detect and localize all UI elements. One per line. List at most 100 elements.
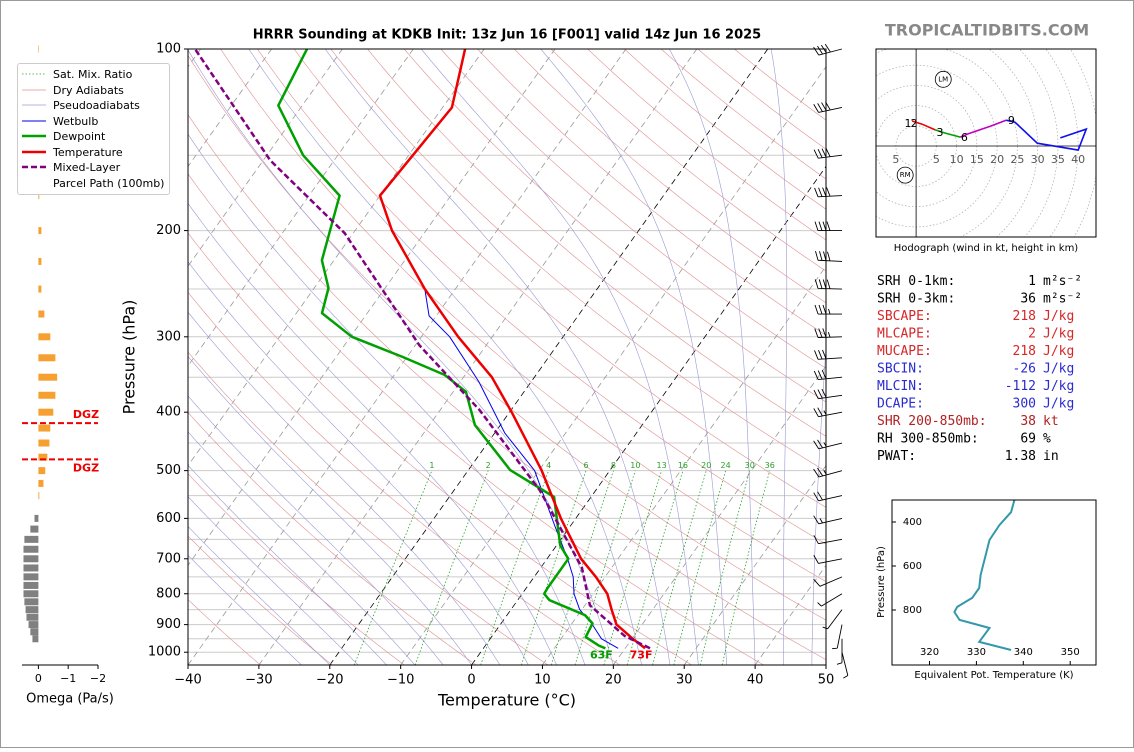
legend-label: Sat. Mix. Ratio <box>53 67 132 83</box>
omega-bar <box>38 409 53 416</box>
index-label: SRH 0-1km: <box>877 274 955 289</box>
mixing-ratio-label: 10 <box>630 461 640 470</box>
legend-label: Mixed-Layer Parcel Path (100mb) <box>53 160 164 191</box>
omega-bar <box>38 227 41 234</box>
index-value: 218 <box>1013 309 1036 324</box>
index-unit: J/kg <box>1043 344 1074 359</box>
ring-label: 20 <box>990 153 1004 166</box>
index-value: 218 <box>1013 344 1036 359</box>
omega-bar <box>32 635 38 642</box>
omega-bar <box>30 526 38 533</box>
height-label: 9 <box>1008 114 1015 127</box>
ring-label: 5 <box>933 153 940 166</box>
x-tick-label: 0 <box>467 673 475 688</box>
legend-entry: Mixed-Layer Parcel Path (100mb) <box>18 160 169 191</box>
omega-bar <box>38 354 55 361</box>
index-label: DCAPE: <box>877 397 924 412</box>
legend-label: Pseudoadiabats <box>53 98 140 114</box>
omega-bar <box>24 536 38 543</box>
index-label: MLCAPE: <box>877 327 932 342</box>
omega-bar <box>24 598 38 605</box>
omega-bar <box>38 467 45 474</box>
index-label: SHR 200-850mb: <box>877 414 987 429</box>
index-label: SBCIN: <box>877 362 924 377</box>
index-value: 1.38 <box>1005 449 1036 464</box>
omega-bar <box>38 333 50 340</box>
omega-bar <box>38 374 57 381</box>
surface-label: 73F <box>630 648 653 661</box>
y-tick-label: 600 <box>156 511 181 526</box>
index-value: 1 <box>1028 274 1036 289</box>
x-axis-label: Equivalent Pot. Temperature (K) <box>914 670 1073 681</box>
legend-label: Dry Adiabats <box>53 83 124 99</box>
x-tick-label: 30 <box>676 673 693 688</box>
x-tick-label: 40 <box>747 673 764 688</box>
x-tick-label: 0 <box>35 672 42 685</box>
omega-bar <box>38 311 44 318</box>
y-tick-label: 200 <box>156 223 181 238</box>
ring-label: 30 <box>1031 153 1045 166</box>
dgz-label: DGZ <box>73 461 99 474</box>
index-label: SRH 0-3km: <box>877 292 955 307</box>
mixing-ratio-label: 13 <box>657 461 667 470</box>
index-value: 38 <box>1020 414 1036 429</box>
y-tick-label: 600 <box>903 561 922 572</box>
y-tick-label: 1000 <box>148 645 181 660</box>
index-value: 69 <box>1020 432 1036 447</box>
legend-swatch <box>21 85 47 95</box>
y-tick-label: 100 <box>156 42 181 57</box>
y-tick-label: 500 <box>156 463 181 478</box>
legend-entry: Sat. Mix. Ratio <box>18 67 169 83</box>
index-unit: in <box>1043 449 1059 464</box>
omega-bar <box>23 564 38 571</box>
omega-bar <box>23 582 38 589</box>
index-unit: J/kg <box>1043 309 1074 324</box>
legend-swatch <box>21 131 47 141</box>
omega-bar <box>35 515 39 522</box>
x-axis-label: Temperature (°C) <box>437 691 576 710</box>
mixing-ratio-label: 20 <box>701 461 711 470</box>
height-label: 6 <box>961 131 968 144</box>
mixing-ratio-label: 24 <box>721 461 731 470</box>
x-tick-label: 320 <box>920 647 939 658</box>
index-unit: kt <box>1043 414 1059 429</box>
height-label: 3 <box>937 126 944 139</box>
x-tick-label: −10 <box>387 673 414 688</box>
ring-label: 35 <box>1051 153 1065 166</box>
mixing-ratio-label: 1 <box>429 461 434 470</box>
x-tick-label: −2 <box>90 672 106 685</box>
omega-bar <box>38 258 41 265</box>
legend-swatch <box>21 100 47 110</box>
height-label: 2 <box>911 117 918 130</box>
index-value: -26 <box>1013 362 1036 377</box>
index-label: PWAT: <box>877 449 916 464</box>
omega-bar <box>26 606 39 613</box>
ring-label: 25 <box>1010 153 1024 166</box>
x-tick-label: 350 <box>1061 647 1080 658</box>
storm-motion-label: RM <box>900 171 911 179</box>
omega-bar <box>26 614 38 621</box>
y-axis-label: Pressure (hPa) <box>876 546 887 618</box>
site-name: TROPICALTIDBITS.COM <box>885 21 1089 40</box>
y-axis-label: Pressure (hPa) <box>120 300 139 415</box>
mixing-ratio-label: 6 <box>583 461 588 470</box>
x-tick-label: −30 <box>245 673 272 688</box>
y-tick-label: 900 <box>156 617 181 632</box>
index-value: -112 <box>1005 379 1036 394</box>
legend-swatch <box>21 116 47 126</box>
omega-bar <box>30 628 38 635</box>
omega-bar <box>38 492 39 499</box>
legend-label: Dewpoint <box>53 129 105 145</box>
x-tick-label: 50 <box>818 673 835 688</box>
x-axis-label: Omega (Pa/s) <box>26 692 114 707</box>
ring-label: 40 <box>1071 153 1085 166</box>
index-unit: J/kg <box>1043 397 1074 412</box>
omega-bar <box>38 425 50 432</box>
index-value: 2 <box>1028 327 1036 342</box>
index-label: MLCIN: <box>877 379 924 394</box>
index-value: 300 <box>1013 397 1036 412</box>
x-tick-label: −20 <box>316 673 343 688</box>
y-tick-label: 400 <box>156 405 181 420</box>
legend-entry: Pseudoadiabats <box>18 98 169 114</box>
